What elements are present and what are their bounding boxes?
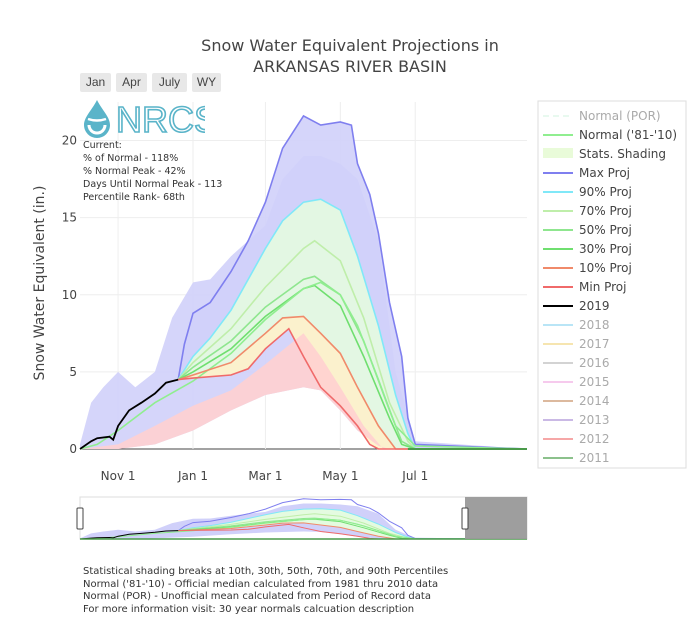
legend-item[interactable]: 2016 [579, 356, 610, 370]
legend-box [537, 100, 687, 469]
range-series-line [178, 508, 527, 540]
range-button-july[interactable]: July [152, 73, 187, 92]
range-button-apr[interactable]: Apr [116, 73, 147, 92]
stats-line: Percentile Rank- 68th [83, 192, 185, 203]
y-tick-label: 5 [69, 365, 77, 379]
range-mid-band [178, 508, 527, 539]
series-line-max-proj [177, 114, 528, 450]
legend-item[interactable]: 2019 [579, 299, 610, 313]
legend-item[interactable]: 2013 [579, 413, 610, 427]
max-band [178, 115, 527, 450]
water-drop-icon: NRCS [84, 98, 219, 141]
chart-title: Snow Water Equivalent Projections in [201, 36, 499, 55]
x-tick-label: Jan 1 [177, 469, 208, 483]
stats-line: % Normal Peak - 42% [83, 166, 186, 177]
range-button-jan[interactable]: Jan [80, 73, 111, 92]
logo-wordmark: NRCS [116, 99, 205, 140]
nrcs-logo: NRCS [80, 98, 219, 144]
legend-item[interactable]: 50% Proj [579, 223, 632, 237]
series-line-30-proj [177, 284, 527, 450]
range-series-line [79, 518, 528, 540]
legend-item[interactable]: 90% Proj [579, 185, 632, 199]
range-mask [465, 497, 527, 539]
y-tick-label: 10 [62, 288, 77, 302]
series-line-90-proj [177, 198, 527, 450]
legend-swatch [543, 148, 573, 158]
legend-item[interactable]: 2017 [579, 337, 610, 351]
series-line-normal-81-10- [79, 281, 528, 450]
legend-item[interactable]: 2018 [579, 318, 610, 332]
y-tick-label: 0 [69, 442, 77, 456]
series-line-70-proj [177, 239, 527, 450]
range-handle-right[interactable] [461, 507, 469, 530]
low-mid-band [178, 316, 527, 449]
range-button-wy[interactable]: WY [192, 73, 221, 92]
stats-line: Days Until Normal Peak - 113 [83, 179, 223, 190]
series-line-50-proj [177, 275, 527, 450]
stats-line: % of Normal - 118% [83, 153, 179, 164]
legend-item[interactable]: 10% Proj [579, 261, 632, 275]
y-axis-label: Snow Water Equivalent (in.) [32, 186, 48, 381]
legend-item[interactable]: 2015 [579, 375, 610, 389]
mid-band [178, 199, 527, 449]
footnotes: Statistical shading breaks at 10th, 30th… [83, 566, 448, 616]
series-line-min-proj [178, 327, 527, 450]
legend-item[interactable]: 70% Proj [579, 204, 632, 218]
x-tick-label: Nov 1 [101, 469, 136, 483]
y-tick-label: 20 [62, 134, 77, 148]
footnote-line: Statistical shading breaks at 10th, 30th… [83, 566, 449, 577]
legend-item[interactable]: 2011 [579, 451, 610, 465]
legend-item[interactable]: Max Proj [579, 166, 630, 180]
x-tick-label: Jul 1 [401, 469, 428, 483]
legend-item[interactable]: 2014 [579, 394, 610, 408]
legend-item[interactable]: 2012 [579, 432, 610, 446]
current-stats: Current: % of Normal - 118% % Normal Pea… [83, 139, 222, 204]
legend-item[interactable]: 30% Proj [579, 242, 632, 256]
legend-item[interactable]: Min Proj [579, 280, 626, 294]
series-line-2019 [79, 378, 179, 450]
range-series-2019 [79, 530, 179, 540]
range-series-line [177, 498, 528, 540]
footnote-line: Normal ('81-'10) - Official median calcu… [83, 578, 439, 590]
low-band [80, 333, 527, 449]
x-tick-label: May 1 [322, 469, 358, 483]
series-line-10-proj [177, 315, 527, 450]
range-handle-left[interactable] [76, 507, 84, 530]
stats-line: Current: [83, 140, 122, 151]
legend-item[interactable]: Normal ('81-'10) [579, 128, 677, 142]
footnote-line: Normal (POR) - Unofficial mean calculate… [83, 591, 431, 602]
range-series-line [178, 522, 527, 540]
footnote-line: For more information visit: 30 year norm… [83, 603, 415, 615]
y-tick-label: 15 [62, 211, 77, 225]
chart-subtitle: ARKANSAS RIVER BASIN [253, 57, 447, 76]
legend-item[interactable]: Stats. Shading [579, 147, 666, 161]
legend-item[interactable]: Normal (POR) [579, 109, 661, 123]
x-tick-label: Mar 1 [248, 469, 282, 483]
